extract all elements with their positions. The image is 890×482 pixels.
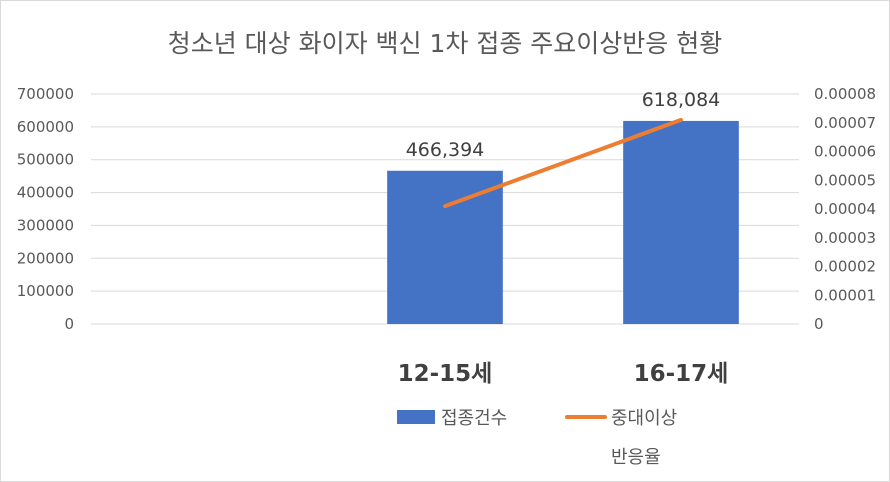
legend-bar-label: 접종건수: [441, 408, 507, 429]
line-series: [443, 117, 683, 209]
right-axis-ticks: 0 0.00001 0.00002 0.00003 0.00004 0.00005 0.00…: [814, 85, 876, 333]
chart-title: 청소년 대상 화이자 백신 1차 접종 주요이상반응 현황: [168, 29, 723, 58]
right-tick-label: 0.00006: [814, 143, 876, 161]
left-tick-label: 600000: [17, 118, 74, 136]
left-tick-label: 100000: [17, 282, 74, 300]
bar-data-label: 618,084: [642, 89, 721, 111]
right-tick-label: 0.00002: [814, 258, 876, 276]
category-label: 16-17세: [634, 361, 729, 387]
left-tick-label: 0: [64, 315, 74, 333]
bar: [623, 120, 739, 325]
bar-series: 466,394 618,084: [387, 89, 739, 325]
left-tick-label: 700000: [17, 85, 74, 103]
left-tick-label: 300000: [17, 216, 74, 234]
right-tick-label: 0.00004: [814, 200, 876, 218]
right-tick-label: 0: [814, 315, 824, 333]
category-label: 12-15세: [398, 361, 493, 387]
left-axis-ticks: 0 100000 200000 300000 400000 500000 600000 700…: [17, 85, 74, 333]
left-tick-label: 500000: [17, 151, 74, 169]
right-tick-label: 0.00005: [814, 171, 876, 189]
right-tick-label: 0.00003: [814, 229, 876, 247]
right-tick-label: 0.00001: [814, 286, 876, 304]
legend-bar-swatch: [397, 410, 435, 424]
bar-data-label: 466,394: [406, 139, 485, 161]
left-tick-label: 400000: [17, 184, 74, 202]
right-tick-label: 0.00007: [814, 114, 876, 132]
category-axis: 12-15세 16-17세: [398, 361, 729, 387]
left-tick-label: 200000: [17, 249, 74, 267]
right-tick-label: 0.00008: [814, 85, 876, 103]
bar: [387, 170, 503, 324]
legend: 접종건수 중대이상 반응율: [397, 408, 677, 468]
legend-line-label-1: 중대이상: [611, 408, 677, 429]
legend-line-label-2: 반응율: [611, 447, 661, 468]
series-line: [443, 117, 683, 209]
